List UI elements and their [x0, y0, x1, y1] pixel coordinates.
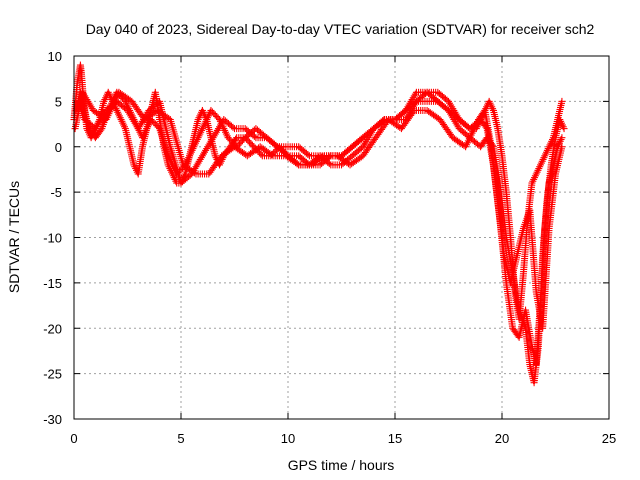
y-tick-label: -25	[43, 367, 62, 382]
tick-labels: 0 5 10 15 20 25 -30 -25 -20 -15 -10 -5 0 5 10	[43, 49, 616, 446]
data-point	[250, 132, 258, 140]
data-point	[154, 123, 162, 131]
y-tick-label: 0	[55, 140, 62, 155]
x-tick-label: 0	[70, 431, 77, 446]
series-track-3	[74, 97, 567, 387]
series-track-4	[71, 88, 565, 332]
data-point	[558, 97, 566, 105]
x-tick-label: 25	[602, 431, 616, 446]
data-point	[304, 151, 312, 159]
y-tick-label: -30	[43, 412, 62, 427]
x-tick-label: 20	[495, 431, 509, 446]
data-point	[267, 151, 275, 159]
y-axis-label: SDTVAR / TECUs	[6, 181, 22, 293]
plot-border	[73, 55, 610, 420]
data-point	[325, 160, 333, 168]
data-point	[97, 126, 105, 134]
data-points	[70, 61, 568, 387]
x-tick-label: 5	[177, 431, 184, 446]
y-tick-label: -5	[50, 185, 62, 200]
series-track-2	[72, 88, 565, 369]
y-tick-label: 5	[55, 94, 62, 109]
x-axis-label: GPS time / hours	[288, 457, 395, 473]
y-tick-label: -10	[43, 231, 62, 246]
data-point	[229, 123, 237, 131]
data-point	[190, 169, 198, 177]
y-tick-label: 10	[48, 49, 62, 64]
data-point	[293, 160, 301, 168]
x-tick-label: 15	[388, 431, 402, 446]
data-point	[409, 108, 417, 116]
data-point	[232, 135, 240, 143]
data-point	[558, 134, 566, 142]
chart-title: Day 040 of 2023, Sidereal Day-to-day VTE…	[86, 21, 595, 37]
y-tick-label: -20	[43, 321, 62, 336]
data-point	[319, 153, 327, 161]
data-point	[272, 141, 280, 149]
y-tick-label: -15	[43, 276, 62, 291]
data-point	[257, 150, 265, 158]
data-point	[558, 143, 566, 151]
x-tick-label: 10	[281, 431, 295, 446]
data-point	[560, 125, 568, 133]
